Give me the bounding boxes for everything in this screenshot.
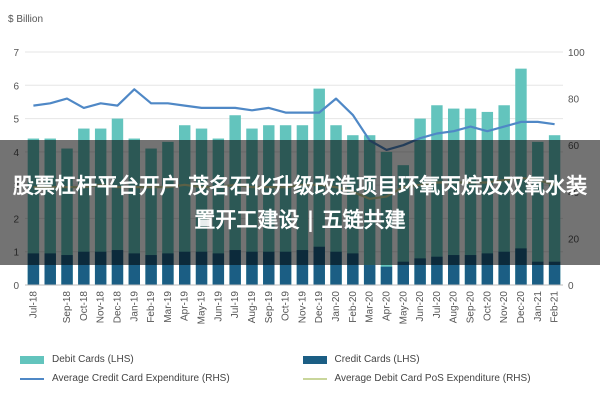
legend-label-avg-debit: Average Debit Card PoS Expenditure (RHS) xyxy=(334,373,531,384)
credit-card-bar xyxy=(330,251,342,285)
x-tick-label: Jan-20 xyxy=(331,291,342,322)
credit-card-bar xyxy=(78,251,90,285)
x-tick-label: Mar-20 xyxy=(365,291,376,323)
x-tick-label: Jan-21 xyxy=(533,291,544,322)
x-tick-label: Nov-20 xyxy=(499,291,510,324)
left-tick-label: 0 xyxy=(13,281,19,292)
legend-swatch-credit xyxy=(302,355,327,364)
x-tick-label: Feb-20 xyxy=(348,291,359,323)
right-tick-label: 100 xyxy=(568,48,585,59)
credit-card-bar xyxy=(397,261,409,285)
credit-card-bar xyxy=(532,261,544,285)
credit-card-bar xyxy=(313,246,325,285)
credit-card-bar xyxy=(27,253,40,285)
credit-card-bar xyxy=(414,258,426,285)
legend-line-avg-credit xyxy=(20,377,44,380)
credit-card-bar xyxy=(515,248,527,285)
left-tick-label: 6 xyxy=(13,81,19,92)
x-tick-label: Sep-19 xyxy=(264,291,275,324)
credit-card-bar xyxy=(448,255,460,285)
legend-line-avg-debit xyxy=(302,377,327,380)
credit-card-bar xyxy=(363,265,376,285)
legend-label-debit: Debit Cards (LHS) xyxy=(52,354,134,365)
x-tick-label: Nov-18 xyxy=(96,291,107,324)
credit-card-bar xyxy=(347,253,359,285)
legend-swatch-debit xyxy=(20,355,44,364)
credit-card-bar xyxy=(128,253,140,285)
legend-item-avg-credit: Average Credit Card Expenditure (RHS) xyxy=(20,373,303,384)
x-tick-label: Jul-19 xyxy=(230,291,241,319)
left-tick-label: 5 xyxy=(13,115,19,126)
left-axis-title: $ Billion xyxy=(8,14,43,25)
x-tick-label: Apr-20 xyxy=(381,291,392,321)
x-tick-label: Jun-19 xyxy=(213,291,224,322)
x-tick-label: Aug-20 xyxy=(449,291,460,324)
credit-card-bar xyxy=(111,250,124,285)
legend-item-credit-cards: Credit Cards (LHS) xyxy=(302,354,586,365)
x-tick-label: Dec-19 xyxy=(314,291,325,324)
credit-card-bar xyxy=(94,251,107,285)
legend-label-credit: Credit Cards (LHS) xyxy=(334,354,420,365)
headline-link[interactable]: 股票杠杆平台开户 茂名石化升级改造项目环氧丙烷及双氧水装置开工建设 | 五链共建 xyxy=(12,173,588,232)
right-tick-label: 80 xyxy=(568,95,580,106)
x-tick-label: May-20 xyxy=(398,291,409,325)
credit-card-bar xyxy=(263,251,275,285)
x-tick-label: Nov-19 xyxy=(297,291,308,324)
x-tick-label: Apr-19 xyxy=(180,291,191,321)
credit-card-bar xyxy=(296,250,309,285)
x-tick-label: Jan-19 xyxy=(129,291,140,322)
credit-card-bar xyxy=(162,253,174,285)
chart-legend: Debit Cards (LHS) Credit Cards (LHS) Ave… xyxy=(20,354,585,392)
credit-card-bar xyxy=(61,255,73,285)
x-tick-label: Aug-19 xyxy=(247,291,258,324)
avg-credit-expenditure-line xyxy=(33,88,555,151)
right-tick-label: 0 xyxy=(568,281,574,292)
credit-card-bar xyxy=(195,251,208,285)
x-tick-label: Feb-21 xyxy=(550,291,561,323)
x-tick-label: Dec-18 xyxy=(112,291,123,324)
x-tick-label: Sep-20 xyxy=(466,291,477,324)
credit-card-bar xyxy=(380,266,393,285)
credit-card-bar xyxy=(548,261,561,285)
legend-item-debit-cards: Debit Cards (LHS) xyxy=(20,354,303,365)
x-tick-label: Oct-19 xyxy=(281,291,292,321)
credit-card-bar xyxy=(498,251,510,285)
credit-card-bar xyxy=(44,253,56,285)
credit-card-bar xyxy=(279,251,292,285)
x-tick-label: Sep-18 xyxy=(62,291,73,324)
credit-card-bar xyxy=(179,251,191,285)
x-tick-label: Dec-20 xyxy=(516,291,527,324)
legend-label-avg-credit: Average Credit Card Expenditure (RHS) xyxy=(52,373,230,384)
x-tick-label: Jul-18 xyxy=(28,291,39,319)
credit-card-bar xyxy=(246,251,258,285)
credit-card-bar xyxy=(431,256,443,285)
legend-item-avg-debit: Average Debit Card PoS Expenditure (RHS) xyxy=(302,373,586,384)
credit-card-bar xyxy=(145,255,157,285)
x-tick-label: Mar-19 xyxy=(163,291,174,323)
x-tick-label: Oct-20 xyxy=(482,291,493,321)
credit-card-bar xyxy=(212,253,225,285)
headline-overlay: 股票杠杆平台开户 茂名石化升级改造项目环氧丙烷及双氧水装置开工建设 | 五链共建 xyxy=(0,140,600,265)
credit-card-bar xyxy=(481,253,494,285)
x-tick-label: Feb-19 xyxy=(146,291,157,323)
credit-card-bar xyxy=(464,255,477,285)
left-tick-label: 7 xyxy=(13,48,19,59)
x-tick-label: Jun-20 xyxy=(415,291,426,322)
credit-card-bar xyxy=(229,250,241,285)
x-tick-label: Oct-18 xyxy=(79,291,90,321)
x-tick-label: Jul-20 xyxy=(432,291,443,319)
x-tick-label: May-19 xyxy=(197,291,208,325)
